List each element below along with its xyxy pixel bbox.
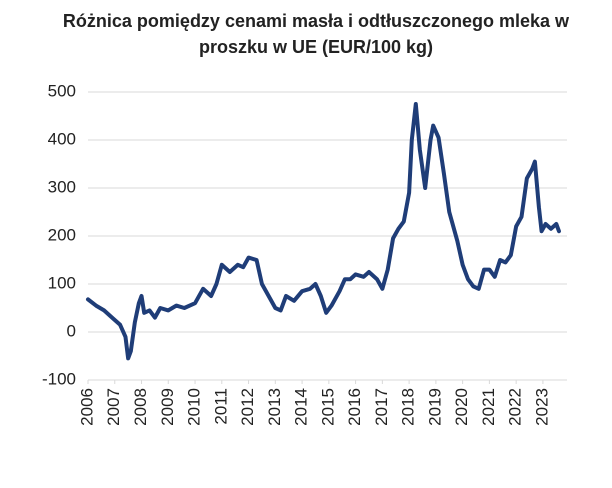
y-tick-label: 400 xyxy=(48,129,76,148)
y-tick-label: 200 xyxy=(48,225,76,244)
x-tick-label: 2007 xyxy=(104,388,123,426)
y-tick-label: 100 xyxy=(48,273,76,292)
x-tick-label: 2008 xyxy=(131,388,150,426)
y-tick-label: 500 xyxy=(48,81,76,100)
y-tick-label: 300 xyxy=(48,177,76,196)
y-tick-label: 0 xyxy=(67,321,76,340)
data-line xyxy=(86,102,561,361)
x-tick-label: 2018 xyxy=(399,388,418,426)
x-tick-label: 2009 xyxy=(158,388,177,426)
x-tick-label: 2020 xyxy=(452,388,471,426)
x-tick-label: 2014 xyxy=(292,388,311,426)
x-tick-label: 2022 xyxy=(506,388,525,426)
x-tick-label: 2021 xyxy=(479,388,498,426)
x-tick-label: 2013 xyxy=(265,388,284,426)
x-tick-label: 2012 xyxy=(238,388,257,426)
x-tick-label: 2019 xyxy=(425,388,444,426)
x-tick-label: 2015 xyxy=(318,388,337,426)
x-tick-label: 2006 xyxy=(77,388,96,426)
x-tick-label: 2010 xyxy=(185,388,204,426)
chart-title: Różnica pomiędzy cenami masła i odtłuszc… xyxy=(62,11,570,57)
x-tick-label: 2017 xyxy=(372,388,391,426)
x-tick-label: 2016 xyxy=(345,388,364,426)
x-tick-label: 2023 xyxy=(532,388,551,426)
x-tick-label: 2011 xyxy=(211,388,230,425)
y-tick-label: -100 xyxy=(42,369,76,388)
